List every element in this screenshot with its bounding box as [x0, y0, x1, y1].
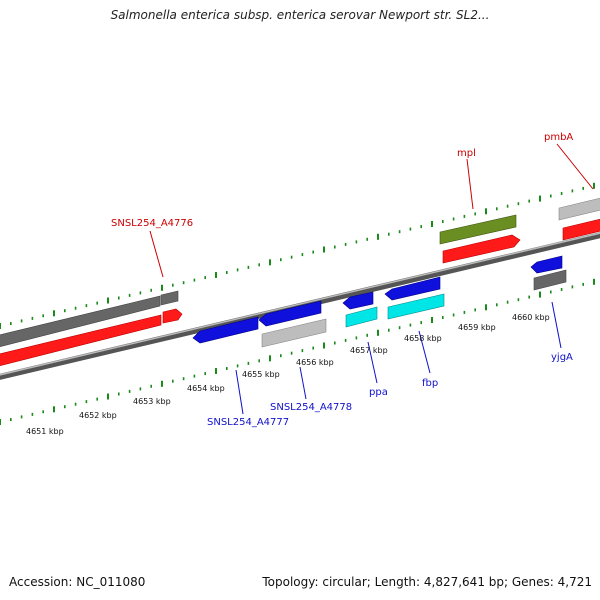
- forward-genes: [0, 197, 600, 367]
- gene-light-A4778[interactable]: [261, 318, 327, 348]
- kbp-label: 4655 kbp: [242, 370, 280, 379]
- kbp-label: 4653 kbp: [133, 397, 171, 406]
- kbp-label: 4656 kbp: [296, 358, 334, 367]
- genome-summary-text: Topology: circular; Length: 4,827,641 bp…: [262, 575, 592, 589]
- gene-red-pmbA[interactable]: [562, 218, 600, 241]
- label-mpl[interactable]: mpl: [457, 148, 476, 159]
- tick-row-forward: [0, 182, 595, 329]
- gene-dark-grey-1[interactable]: [0, 295, 161, 348]
- gene-cyan-fbp[interactable]: [387, 293, 445, 320]
- gene-blue-fbp[interactable]: [384, 276, 441, 301]
- kbp-labels: 4651 kbp 4652 kbp 4653 kbp 4654 kbp 4655…: [26, 313, 550, 436]
- kbp-label: 4660 kbp: [512, 313, 550, 322]
- label-SNSL254_A4778[interactable]: SNSL254_A4778: [270, 402, 352, 413]
- gene-light-pmbA[interactable]: [558, 197, 600, 221]
- kbp-label: 4651 kbp: [26, 427, 64, 436]
- forward-gene-labels: SNSL254_A4776 mpl pmbA: [111, 132, 573, 229]
- map-title: Salmonella enterica subsp. enterica sero…: [110, 8, 490, 22]
- gene-red-1[interactable]: [0, 314, 162, 367]
- gene-red-mpl[interactable]: [442, 234, 521, 264]
- kbp-label: 4654 kbp: [187, 384, 225, 393]
- gene-dark-yjgA[interactable]: [533, 269, 567, 291]
- reverse-genes: [192, 255, 567, 348]
- kbp-label: 4657 kbp: [350, 346, 388, 355]
- gene-cyan-ppa[interactable]: [345, 306, 378, 328]
- label-pmbA[interactable]: pmbA: [544, 132, 573, 143]
- gene-dark-grey-2[interactable]: [160, 290, 179, 306]
- kbp-label: 4659 kbp: [458, 323, 496, 332]
- gene-blue-A4778[interactable]: [258, 300, 322, 327]
- label-ppa[interactable]: ppa: [369, 387, 388, 398]
- gene-blue-A4777[interactable]: [192, 316, 259, 344]
- label-SNSL254_A4777[interactable]: SNSL254_A4777: [207, 417, 289, 428]
- label-fbp[interactable]: fbp: [422, 378, 438, 389]
- gene-red-2[interactable]: [162, 308, 183, 324]
- gene-green-mpl[interactable]: [439, 214, 517, 245]
- gene-blue-yjgA[interactable]: [530, 255, 563, 274]
- kbp-label: 4658 kbp: [404, 334, 442, 343]
- accession-text: Accession: NC_011080: [9, 575, 146, 589]
- tick-row-reverse: [0, 278, 595, 425]
- backbone: [0, 232, 600, 380]
- kbp-label: 4652 kbp: [79, 411, 117, 420]
- gene-blue-ppa[interactable]: [342, 291, 374, 310]
- label-SNSL254_A4776[interactable]: SNSL254_A4776: [111, 218, 193, 229]
- label-yjgA[interactable]: yjgA: [551, 352, 573, 363]
- reverse-gene-labels: SNSL254_A4777 SNSL254_A4778 ppa fbp yjgA: [207, 352, 573, 428]
- label-leaders: [149, 143, 594, 415]
